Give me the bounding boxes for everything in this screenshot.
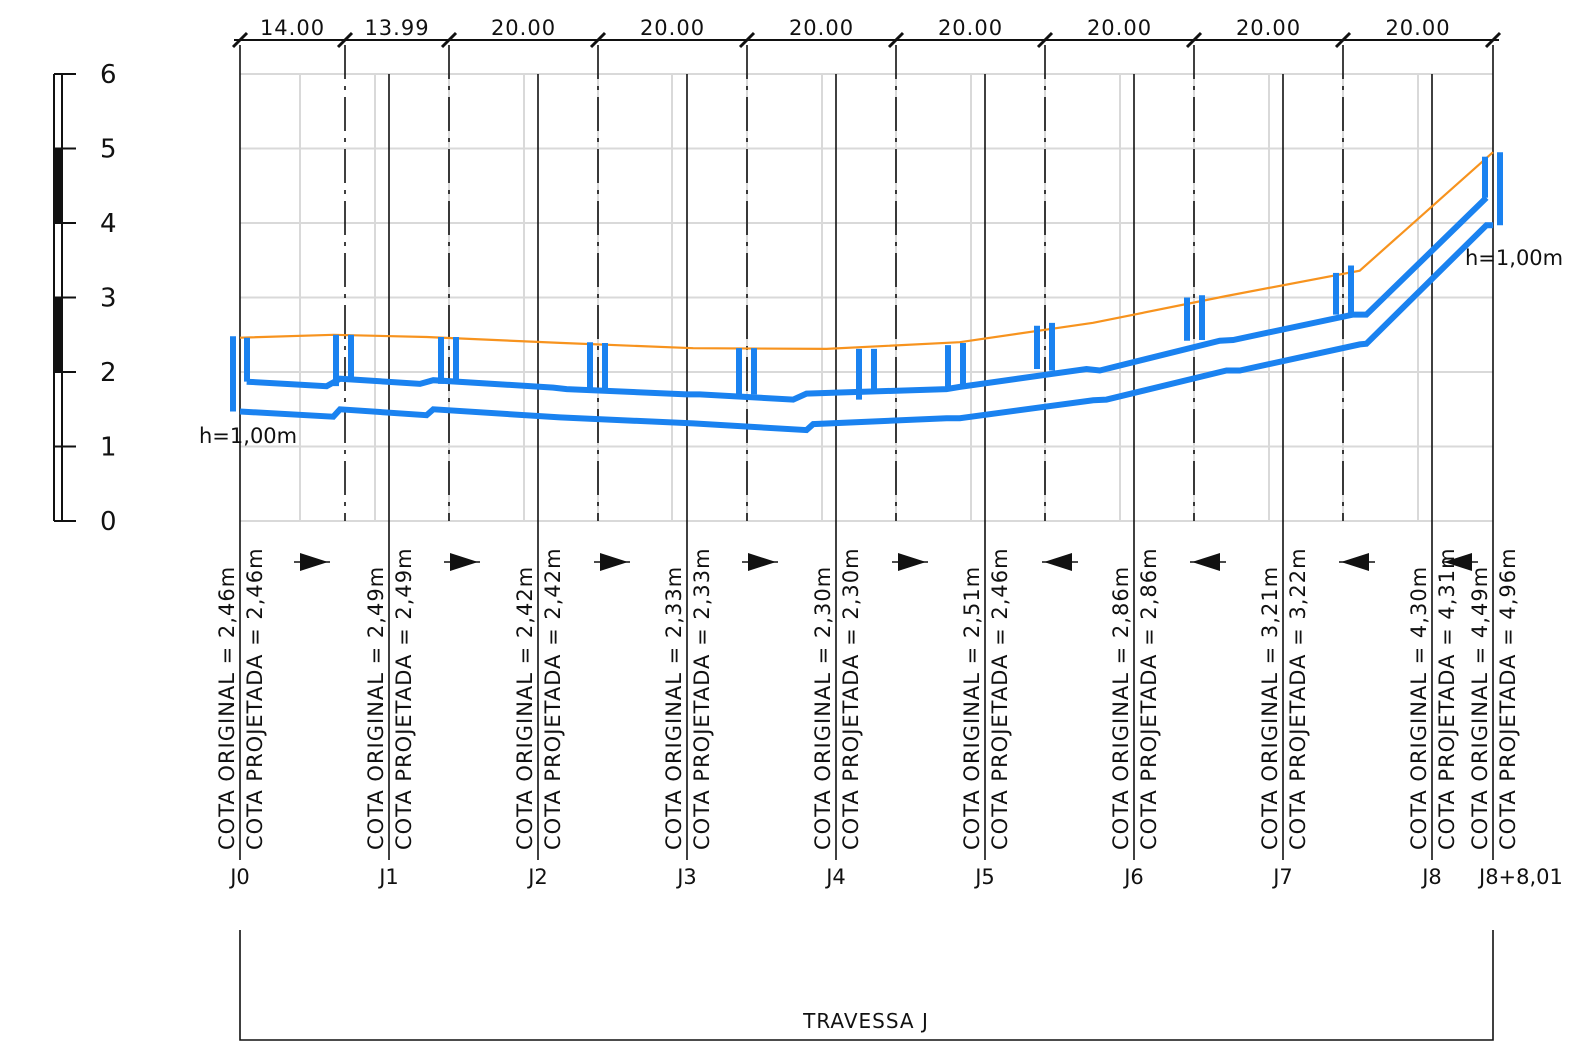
cota-original-label: COTA ORIGINAL = 4,49m <box>1468 566 1492 850</box>
street-name: TRAVESSA J <box>802 1009 929 1033</box>
station-label: J4 <box>824 865 846 889</box>
dimension-tick <box>231 31 249 49</box>
segment-dimension-line: 14.00 13.99 20.00 20.00 20.00 20.00 20.00 20.00… <box>231 16 1502 49</box>
flow-arrows <box>294 553 1478 571</box>
cota-projetada-label: COTA PROJETADA = 2,46m <box>243 547 267 850</box>
cota-original-label: COTA ORIGINAL = 3,21m <box>1258 566 1282 850</box>
dimension-tick <box>1036 31 1054 49</box>
station-label: J2 <box>526 865 548 889</box>
station-label: J8+8,01 <box>1477 865 1563 889</box>
vertical-scale-bar: 0 1 2 3 4 5 6 <box>53 60 117 537</box>
y-tick-label: 1 <box>100 433 117 463</box>
segment-length-label: 20.00 <box>491 16 556 40</box>
pipe-top-line <box>246 195 1489 403</box>
segment-length-label: 20.00 <box>1385 16 1450 40</box>
scale-bar-block <box>54 297 62 372</box>
dimension-tick <box>1185 31 1203 49</box>
flow-arrow-right-icon <box>748 553 776 571</box>
segment-length-label: 20.00 <box>938 16 1003 40</box>
dimension-tick <box>1334 31 1352 49</box>
street-bracket-line <box>239 930 1494 1041</box>
grid <box>240 73 1493 522</box>
dimension-tick <box>589 31 607 49</box>
scale-bar-block <box>54 148 62 223</box>
station-label: J0 <box>228 865 250 889</box>
cota-projetada-label: COTA PROJETADA = 2,86m <box>1137 547 1161 850</box>
segment-length-label: 20.00 <box>789 16 854 40</box>
station-label: J1 <box>377 865 399 889</box>
cota-projetada-label: COTA PROJETADA = 4,96m <box>1496 547 1520 850</box>
y-tick-label: 0 <box>100 507 117 537</box>
dimension-tick <box>887 31 905 49</box>
cota-original-label: COTA ORIGINAL = 2,30m <box>811 566 835 850</box>
segment-length-label: 14.00 <box>260 16 325 40</box>
flow-arrow-left-icon <box>1444 553 1472 571</box>
cota-original-label: COTA ORIGINAL = 2,51m <box>960 566 984 850</box>
cota-projetada-label: COTA PROJETADA = 2,46m <box>988 547 1012 850</box>
cota-projetada-label: COTA PROJETADA = 4,31m <box>1435 547 1459 850</box>
terrain-profile <box>239 151 1494 351</box>
station-label: J6 <box>1122 865 1144 889</box>
station-lines <box>239 45 1494 860</box>
dimension-tick <box>440 31 458 49</box>
station-label: J5 <box>973 865 995 889</box>
flow-arrow-right-icon <box>300 553 328 571</box>
cota-original-label: COTA ORIGINAL = 2,46m <box>215 566 239 850</box>
station-label: J3 <box>675 865 697 889</box>
flow-arrow-left-icon <box>1341 553 1369 571</box>
cota-original-label: COTA ORIGINAL = 2,42m <box>513 566 537 850</box>
flow-arrow-left-icon <box>1044 553 1072 571</box>
cota-projetada-label: COTA PROJETADA = 2,33m <box>690 547 714 850</box>
pipe-bottom-line <box>239 222 1494 434</box>
dimension-tick <box>1484 31 1502 49</box>
cota-projetada-label: COTA PROJETADA = 2,30m <box>839 547 863 850</box>
cota-original-label: COTA ORIGINAL = 2,86m <box>1109 566 1133 850</box>
segment-length-label: 13.99 <box>364 16 429 40</box>
depth-label: h=1,00m <box>1465 246 1563 270</box>
segment-length-label: 20.00 <box>640 16 705 40</box>
y-tick-label: 4 <box>100 209 117 239</box>
dimension-tick <box>336 31 354 49</box>
cota-original-label: COTA ORIGINAL = 2,49m <box>364 566 388 850</box>
station-elevation-labels: COTA ORIGINAL = 2,46m COTA PROJETADA = 2,… <box>215 547 1563 889</box>
y-tick-label: 3 <box>100 284 117 314</box>
street-bracket: TRAVESSA J <box>239 930 1494 1041</box>
station-label: J8 <box>1420 865 1442 889</box>
cota-original-label: COTA ORIGINAL = 4,30m <box>1407 566 1431 850</box>
y-tick-label: 6 <box>100 60 117 90</box>
profiles: h=1,00m h=1,00m <box>199 151 1563 448</box>
flow-arrow-right-icon <box>600 553 628 571</box>
flow-arrow-right-icon <box>898 553 926 571</box>
segment-length-label: 20.00 <box>1236 16 1301 40</box>
cota-projetada-label: COTA PROJETADA = 3,22m <box>1286 547 1310 850</box>
flow-arrow-right-icon <box>450 553 478 571</box>
cota-projetada-label: COTA PROJETADA = 2,49m <box>392 547 416 850</box>
station-label: J7 <box>1271 865 1293 889</box>
dimension-tick <box>738 31 756 49</box>
y-tick-label: 5 <box>100 135 117 165</box>
depth-label: h=1,00m <box>199 424 297 448</box>
cota-projetada-label: COTA PROJETADA = 2,42m <box>541 547 565 850</box>
segment-length-label: 20.00 <box>1087 16 1152 40</box>
cota-original-label: COTA ORIGINAL = 2,33m <box>662 566 686 850</box>
y-tick-label: 2 <box>100 358 117 388</box>
flow-arrow-left-icon <box>1192 553 1220 571</box>
